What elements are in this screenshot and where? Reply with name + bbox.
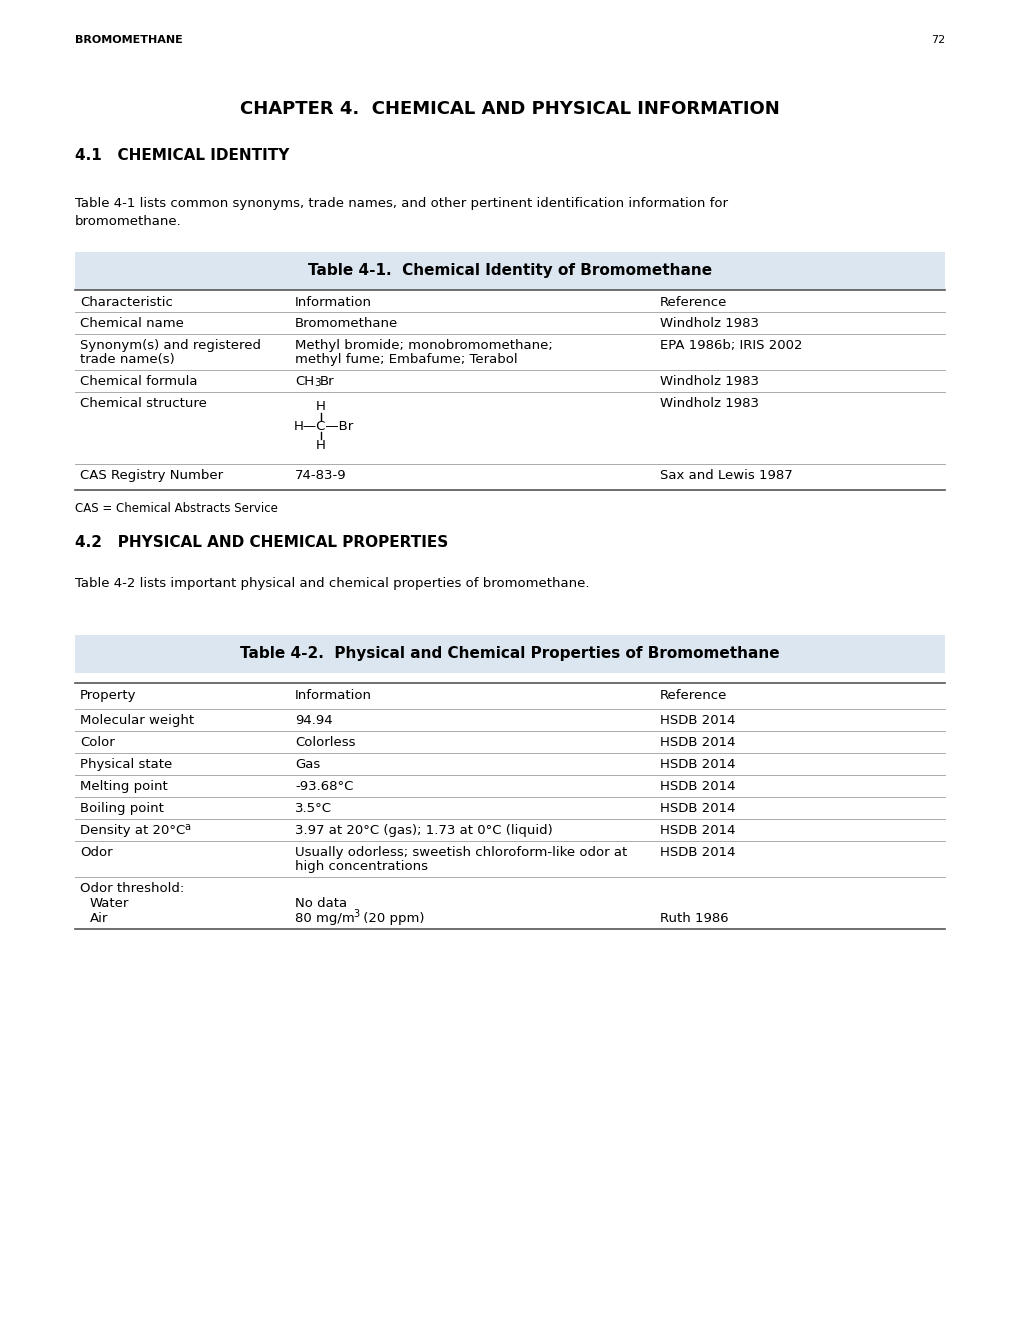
- Text: 74-83-9: 74-83-9: [294, 469, 346, 482]
- Text: Table 4-2 lists important physical and chemical properties of bromomethane.: Table 4-2 lists important physical and c…: [75, 577, 589, 590]
- Text: Windholz 1983: Windholz 1983: [659, 375, 758, 388]
- Text: HSDB 2014: HSDB 2014: [659, 737, 735, 748]
- Text: HSDB 2014: HSDB 2014: [659, 758, 735, 771]
- Text: Methyl bromide; monobromomethane;: Methyl bromide; monobromomethane;: [294, 339, 552, 352]
- Text: Reference: Reference: [659, 689, 727, 702]
- Bar: [75, 635, 944, 673]
- Text: EPA 1986b; IRIS 2002: EPA 1986b; IRIS 2002: [659, 339, 802, 352]
- Text: Chemical structure: Chemical structure: [79, 397, 207, 411]
- Text: Colorless: Colorless: [294, 737, 356, 748]
- Text: HSDB 2014: HSDB 2014: [659, 780, 735, 793]
- Bar: [75, 252, 944, 290]
- Text: Physical state: Physical state: [79, 758, 172, 771]
- Text: Gas: Gas: [294, 758, 320, 771]
- Text: Density at 20°C: Density at 20°C: [79, 824, 185, 837]
- Text: 94.94: 94.94: [294, 714, 332, 727]
- Text: Table 4-1 lists common synonyms, trade names, and other pertinent identification: Table 4-1 lists common synonyms, trade n…: [75, 197, 728, 210]
- Text: Table 4-1.  Chemical Identity of Bromomethane: Table 4-1. Chemical Identity of Bromomet…: [308, 263, 711, 279]
- Text: Br: Br: [320, 375, 334, 388]
- Text: 3.97 at 20°C (gas); 1.73 at 0°C (liquid): 3.97 at 20°C (gas); 1.73 at 0°C (liquid): [294, 824, 552, 837]
- Text: Odor threshold:: Odor threshold:: [79, 882, 184, 895]
- Text: Color: Color: [79, 737, 114, 748]
- Text: 4.2   PHYSICAL AND CHEMICAL PROPERTIES: 4.2 PHYSICAL AND CHEMICAL PROPERTIES: [75, 535, 447, 550]
- Text: 4.1   CHEMICAL IDENTITY: 4.1 CHEMICAL IDENTITY: [75, 148, 289, 162]
- Text: trade name(s): trade name(s): [79, 352, 174, 366]
- Text: Bromomethane: Bromomethane: [294, 317, 397, 330]
- Text: Boiling point: Boiling point: [79, 803, 164, 814]
- Text: Sax and Lewis 1987: Sax and Lewis 1987: [659, 469, 792, 482]
- Text: CAS = Chemical Abstracts Service: CAS = Chemical Abstracts Service: [75, 502, 277, 515]
- Text: Synonym(s) and registered: Synonym(s) and registered: [79, 339, 261, 352]
- Text: bromomethane.: bromomethane.: [75, 215, 181, 228]
- Text: Usually odorless; sweetish chloroform-like odor at: Usually odorless; sweetish chloroform-li…: [294, 846, 627, 859]
- Text: a: a: [183, 822, 190, 832]
- Text: Chemical name: Chemical name: [79, 317, 183, 330]
- Text: HSDB 2014: HSDB 2014: [659, 824, 735, 837]
- Text: Information: Information: [294, 296, 372, 309]
- Text: 3: 3: [314, 378, 320, 388]
- Text: 80 mg/m: 80 mg/m: [294, 912, 355, 925]
- Text: -93.68°C: -93.68°C: [294, 780, 353, 793]
- Text: No data: No data: [294, 898, 346, 909]
- Text: Chemical formula: Chemical formula: [79, 375, 198, 388]
- Text: BROMOMETHANE: BROMOMETHANE: [75, 36, 182, 45]
- Text: H—C—Br: H—C—Br: [293, 420, 354, 433]
- Text: Odor: Odor: [79, 846, 112, 859]
- Text: HSDB 2014: HSDB 2014: [659, 803, 735, 814]
- Text: CHAPTER 4.  CHEMICAL AND PHYSICAL INFORMATION: CHAPTER 4. CHEMICAL AND PHYSICAL INFORMA…: [239, 100, 780, 117]
- Text: H: H: [316, 400, 326, 413]
- Text: HSDB 2014: HSDB 2014: [659, 846, 735, 859]
- Text: methyl fume; Embafume; Terabol: methyl fume; Embafume; Terabol: [294, 352, 517, 366]
- Text: high concentrations: high concentrations: [294, 861, 428, 873]
- Text: (20 ppm): (20 ppm): [359, 912, 424, 925]
- Text: CH: CH: [294, 375, 314, 388]
- Text: HSDB 2014: HSDB 2014: [659, 714, 735, 727]
- Text: H: H: [316, 440, 326, 451]
- Text: Table 4-2.  Physical and Chemical Properties of Bromomethane: Table 4-2. Physical and Chemical Propert…: [239, 645, 780, 661]
- Text: Air: Air: [90, 912, 108, 925]
- Text: Ruth 1986: Ruth 1986: [659, 912, 728, 925]
- Text: 72: 72: [930, 36, 944, 45]
- Text: Information: Information: [294, 689, 372, 702]
- Text: Windholz 1983: Windholz 1983: [659, 397, 758, 411]
- Text: Windholz 1983: Windholz 1983: [659, 317, 758, 330]
- Text: Molecular weight: Molecular weight: [79, 714, 194, 727]
- Text: 3.5°C: 3.5°C: [294, 803, 331, 814]
- Text: Water: Water: [90, 898, 129, 909]
- Text: Characteristic: Characteristic: [79, 296, 172, 309]
- Text: Reference: Reference: [659, 296, 727, 309]
- Text: 3: 3: [353, 909, 359, 919]
- Text: CAS Registry Number: CAS Registry Number: [79, 469, 223, 482]
- Text: Property: Property: [79, 689, 137, 702]
- Text: Melting point: Melting point: [79, 780, 167, 793]
